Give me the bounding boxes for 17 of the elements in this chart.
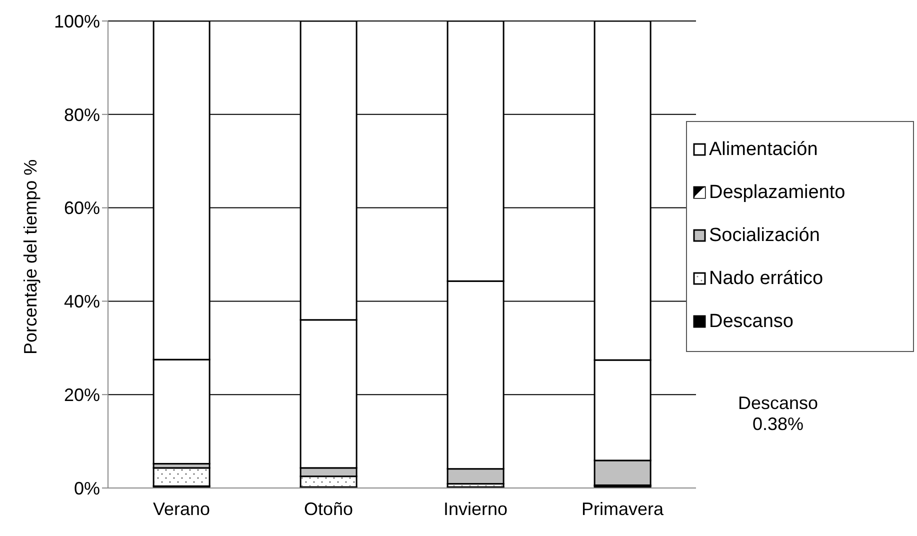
- x-tick-label: Invierno: [443, 498, 508, 519]
- y-axis-title: Porcentaje del tiempo %: [20, 159, 40, 354]
- y-tick-label: 80%: [64, 104, 100, 125]
- legend-label: Socialización: [709, 224, 820, 246]
- legend-label: Desplazamiento: [709, 182, 846, 204]
- y-tick-label: 60%: [64, 198, 100, 218]
- x-tick-label: Primavera: [581, 498, 664, 519]
- legend-label: Descanso: [709, 310, 794, 332]
- y-tick-label: 100%: [54, 11, 100, 32]
- legend-label: Nado errático: [709, 268, 824, 290]
- x-tick-label: Otoño: [304, 498, 354, 519]
- y-tick-label: 0%: [74, 478, 100, 498]
- text: Descanso 0.38%: [736, 393, 820, 435]
- y-tick-label: 20%: [64, 384, 100, 405]
- y-tick-label: 40%: [64, 292, 100, 312]
- x-tick-label: Verano: [152, 498, 210, 519]
- legend-label: Alimentación: [709, 138, 818, 160]
